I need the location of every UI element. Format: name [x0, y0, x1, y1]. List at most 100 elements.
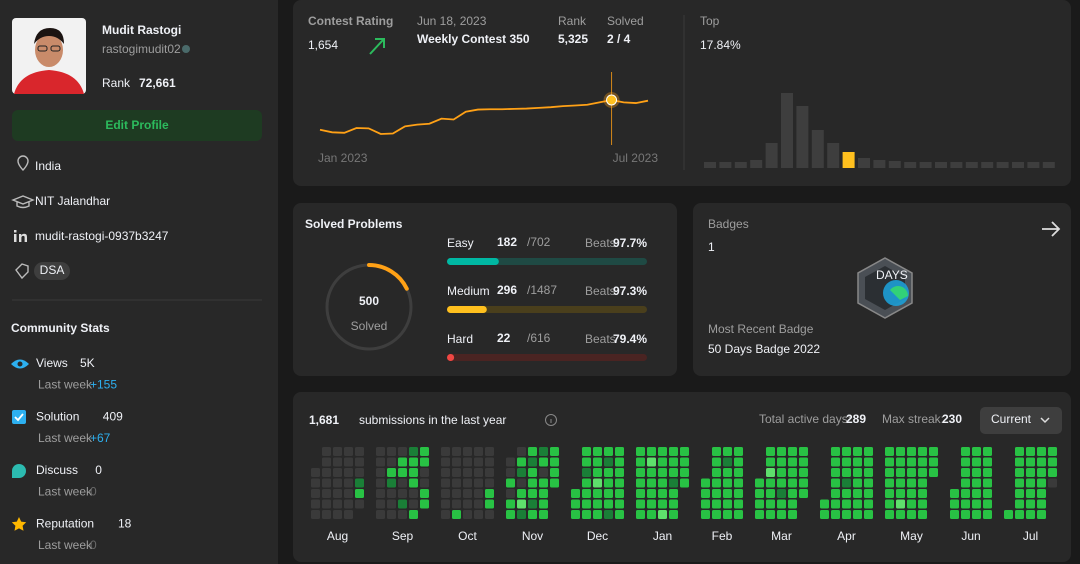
avatar[interactable]: [12, 18, 86, 94]
difficulty-solved: 296: [497, 283, 517, 297]
heatmap-cell: [885, 468, 894, 477]
heatmap-cell: [636, 478, 645, 488]
heatmap-cell: [420, 478, 429, 488]
heatmap-cell: [701, 510, 710, 519]
heatmap-cell: [333, 510, 342, 519]
difficulty-bar: [447, 354, 455, 361]
stat-label: Solution: [36, 410, 79, 424]
heatmap-cell: [983, 457, 992, 467]
heatmap-cell: [539, 447, 548, 456]
heatmap-cell: [896, 447, 905, 456]
month-label: Jul: [1023, 529, 1038, 543]
distribution-bar: [996, 162, 1009, 168]
heatmap-cell: [1037, 489, 1046, 498]
linkedin-icon: [14, 230, 27, 242]
heatmap-cell: [441, 510, 450, 519]
heatmap-cell: [506, 468, 515, 477]
heatmap-cell: [582, 478, 591, 488]
heatmap-cell: [647, 510, 656, 519]
heatmap-cell: [593, 447, 602, 456]
heatmap-cell: [441, 478, 450, 488]
edit-profile-button[interactable]: [12, 110, 262, 141]
heatmap-cell: [658, 499, 667, 509]
heatmap-cell: [896, 499, 905, 509]
heatmap-cell: [333, 499, 342, 509]
community-title: Community Stats: [11, 321, 110, 335]
difficulty-solved: 182: [497, 235, 517, 249]
heatmap-cell: [734, 447, 743, 456]
heatmap-cell: [734, 489, 743, 498]
heatmap-cell: [441, 489, 450, 498]
heatmap-cell: [755, 489, 764, 498]
heatmap-cell: [766, 468, 775, 477]
heatmap-cell: [853, 510, 862, 519]
badges-arrow[interactable]: [1042, 221, 1061, 237]
heatmap-cell: [1037, 468, 1046, 477]
heatmap-cell: [322, 489, 331, 498]
stat-value: 409: [103, 410, 123, 424]
heatmap-cell: [712, 499, 721, 509]
heatmap-cell: [831, 489, 840, 498]
heatmap-cell: [463, 478, 472, 488]
heatmap-cell: [528, 510, 537, 519]
heatmap-cell: [528, 447, 537, 456]
heatmap-cell: [907, 447, 916, 456]
heatmap-cell: [1026, 447, 1035, 456]
heatmap-cell: [777, 478, 786, 488]
month-label: Aug: [327, 529, 348, 543]
recent-badge-name: 50 Days Badge 2022: [708, 342, 820, 356]
heatmap-cell: [355, 478, 364, 488]
heatmap-cell: [864, 457, 873, 467]
heatmap-cell: [864, 447, 873, 456]
heatmap-cell: [766, 489, 775, 498]
distribution-bar: [719, 162, 732, 168]
heatmap-cell: [1026, 499, 1035, 509]
heatmap-cell: [463, 489, 472, 498]
heatmap-cell: [669, 468, 678, 477]
difficulty-bar: [447, 258, 499, 265]
avatar-shirt: [14, 70, 84, 94]
heatmap-cell: [712, 489, 721, 498]
month-label: Apr: [837, 529, 856, 543]
heatmap-cell: [842, 489, 851, 498]
heatmap-cell: [344, 478, 353, 488]
heatmap-cell: [669, 510, 678, 519]
heatmap-cell: [712, 468, 721, 477]
contest-card: [293, 0, 1071, 186]
edit-profile-label: Edit Profile: [105, 118, 169, 132]
skill-tag-bg[interactable]: [34, 262, 70, 280]
heatmap-cell: [885, 478, 894, 488]
location-icon: [17, 155, 29, 171]
month-label: Jan: [653, 529, 672, 543]
heatmap-cell: [409, 478, 418, 488]
info-icon[interactable]: [545, 414, 557, 426]
heatmap-cell: [333, 478, 342, 488]
active-days: 289: [846, 412, 866, 426]
heatmap-cell: [658, 447, 667, 456]
heatmap-cell: [734, 499, 743, 509]
heatmap-cell: [517, 489, 526, 498]
heatmap-cell: [723, 457, 732, 467]
heatmap-cell: [420, 468, 429, 477]
heatmap-cell: [831, 499, 840, 509]
heatmap-cell: [463, 499, 472, 509]
heatmap-cell: [842, 478, 851, 488]
linkedin[interactable]: mudit-rastogi-0937b3247: [35, 229, 169, 243]
stat-value: 0: [95, 463, 102, 477]
heatmap-cell: [701, 499, 710, 509]
heatmap-cell: [1037, 447, 1046, 456]
heatmap-cell: [463, 468, 472, 477]
heatmap-cell: [322, 499, 331, 509]
dropdown[interactable]: [980, 407, 1062, 434]
heatmap-cell: [615, 499, 624, 509]
heatmap-cell: [420, 457, 429, 467]
heatmap-cell: [799, 468, 808, 477]
heatmap-cell: [712, 478, 721, 488]
heatmap-cell: [1015, 447, 1024, 456]
dropdown-label: Current: [991, 412, 1032, 426]
heatmap-cell: [831, 457, 840, 467]
heatmap-cell: [582, 499, 591, 509]
badge-icon[interactable]: DAYS: [857, 257, 913, 319]
stat-sub-label: Last week: [38, 431, 93, 445]
heatmap-cell: [593, 489, 602, 498]
